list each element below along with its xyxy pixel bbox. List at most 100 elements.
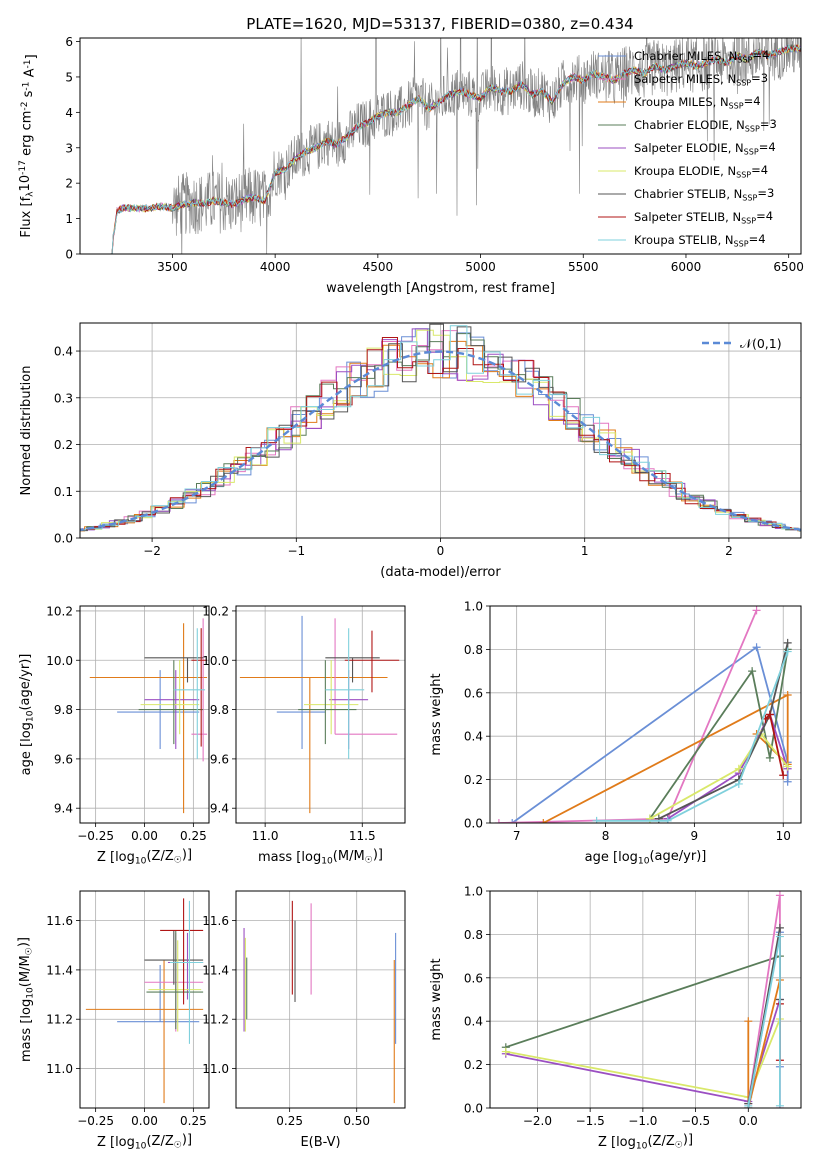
residuals-xtick-label: −1 xyxy=(287,544,305,558)
weight_vs_age-series-line-6 xyxy=(658,642,789,820)
mass_vs_Z-xtick-label: 0.00 xyxy=(131,1114,158,1128)
weight_vs_age-marker-7-2 xyxy=(779,771,788,780)
mass_vs_Z-ytick-label: 11.4 xyxy=(46,963,73,977)
weight_vs_Z-series-line-3 xyxy=(747,979,781,1108)
gaussian-legend-label: 𝒩(0,1) xyxy=(740,336,782,351)
weight_vs_Z-marker-2-0 xyxy=(501,1047,510,1056)
spectrum-xtick-label: 4500 xyxy=(363,260,394,274)
residuals-ytick-label: 0.2 xyxy=(54,438,73,452)
spectrum-ytick-label: 0 xyxy=(65,248,73,262)
age_vs_mass-axes: 11.0 11.5 9.4 9.6 9.8 10.0 10.2 mass [log10(M/M… xyxy=(202,604,405,867)
residuals-xtick-label: 2 xyxy=(725,544,733,558)
weight_vs_age-plot-area xyxy=(494,606,792,823)
spectrum-legend: Chabrier MILES, NSSP=4 Salpeter MILES, NS… xyxy=(598,48,777,248)
mass_vs_ebv-plot-area xyxy=(243,900,397,1104)
mass_vs_Z-frame xyxy=(79,890,210,1109)
weight_vs_age-xtick-label: 9 xyxy=(691,829,699,843)
spectrum-legend-label-6: Chabrier STELIB, NSSP=3 xyxy=(634,186,774,202)
age_vs_mass-ytick-label: 9.8 xyxy=(210,703,229,717)
mass_vs_ebv-frame xyxy=(235,890,406,1109)
weight_vs_age-marker-2-0 xyxy=(539,819,548,823)
age_vs_mass-plot-area xyxy=(239,615,400,814)
residual-histogram-8 xyxy=(80,325,801,531)
weight_vs_age-marker-3-1 xyxy=(748,667,757,676)
weight_vs_age-ytick-label: 0.0 xyxy=(464,817,483,831)
spectrum-ytick-label: 1 xyxy=(65,212,73,226)
weight_vs_Z-series-line-0 xyxy=(505,955,781,1049)
weight_vs_age-axes: 7 8 9 10 0.0 0.2 0.4 0.6 0.8 1.0 age [log10(age/yr… xyxy=(429,600,801,867)
mass_vs_Z-ytick-label: 11.2 xyxy=(46,1013,73,1027)
weight_vs_Z-xtick-label: −0.5 xyxy=(681,1114,710,1128)
spectrum-legend-label-2: Kroupa MILES, NSSP=4 xyxy=(634,94,761,110)
spectrum-ytick-label: 5 xyxy=(65,70,73,84)
spectrum-legend-label-7: Salpeter STELIB, NSSP=4 xyxy=(634,209,773,225)
spectrum-frame xyxy=(79,37,802,255)
weight_vs_age-ytick-label: 0.6 xyxy=(464,686,483,700)
age_vs_mass-frame xyxy=(235,605,406,824)
mass_vs_ebv-ytick-label: 11.2 xyxy=(202,1013,229,1027)
residuals-ytick-label: 0.4 xyxy=(54,345,73,359)
weight_vs_age-marker-0-1 xyxy=(752,643,761,652)
mass_vs_Z-axes: −0.25 0.00 0.25 11.0 11.2 11.4 11.6 Z [log10(Z/… xyxy=(17,891,209,1152)
spectrum-xtick-label: 5500 xyxy=(568,260,599,274)
weight_vs_age-marker-1-0 xyxy=(494,819,503,823)
weight_vs_Z-marker-8-2 xyxy=(775,1101,784,1108)
spectrum-xtick-label: 6500 xyxy=(773,260,804,274)
residuals-axes: −2 −1 0 1 2 0.0 0.1 0.2 0.3 0.4 (data-model)/error… xyxy=(19,323,801,580)
weight_vs_age-marker-3-2 xyxy=(765,753,774,762)
residuals-plot-area xyxy=(80,323,801,533)
weight_vs_Z-xlabel: Z [log10(Z/Z☉)] xyxy=(598,1133,693,1152)
weight_vs_age-marker-6-3 xyxy=(783,638,792,647)
age_vs_mass-ytick-label: 10.2 xyxy=(202,604,229,618)
weight_vs_age-marker-2-1 xyxy=(783,690,792,699)
spectrum-model-line-7 xyxy=(110,44,801,254)
residuals-ylabel: Normed distribution xyxy=(19,366,34,496)
age_vs_Z-xtick-label: 0.25 xyxy=(180,829,207,843)
mass_vs_ebv-xtick-label: 0.50 xyxy=(343,1114,370,1128)
weight_vs_age-xtick-label: 10 xyxy=(776,829,791,843)
age_vs_Z-plot-area xyxy=(89,618,208,814)
weight_vs_Z-xtick-label: −2.0 xyxy=(523,1114,552,1128)
residual-histogram-4 xyxy=(80,328,801,531)
weight_vs_Z-ytick-label: 0.8 xyxy=(464,928,483,942)
age_vs_Z-ytick-label: 10.2 xyxy=(46,604,73,618)
weight_vs_Z-ytick-label: 0.2 xyxy=(464,1058,483,1072)
spectrum-model-line-6 xyxy=(110,43,801,254)
weight_vs_Z-ytick-label: 0.0 xyxy=(464,1102,483,1116)
weight_vs_Z-ytick-label: 1.0 xyxy=(464,885,483,899)
weight_vs_Z-xtick-label: −1.0 xyxy=(628,1114,657,1128)
mass_vs_ebv-axes: 0.25 0.50 11.0 11.2 11.4 11.6 E(B-V) xyxy=(202,891,405,1150)
weight_vs_Z-ytick-label: 0.6 xyxy=(464,971,483,985)
spectrum-legend-label-5: Kroupa ELODIE, NSSP=4 xyxy=(634,163,768,179)
mass_vs_ebv-ytick-label: 11.6 xyxy=(202,914,229,928)
age_vs_Z-xtick-label: 0.00 xyxy=(131,829,158,843)
age_vs_mass-xtick-label: 11.0 xyxy=(252,829,279,843)
spectrum-model-line-8 xyxy=(110,43,801,254)
weight_vs_age-ylabel: mass weight xyxy=(429,673,444,755)
weight_vs_age-ytick-label: 1.0 xyxy=(464,600,483,614)
age_vs_Z-ytick-label: 9.6 xyxy=(54,752,73,766)
weight_vs_age-marker-5-3 xyxy=(783,762,792,771)
spectrum-xtick-label: 3500 xyxy=(157,260,188,274)
weight_vs_age-xtick-label: 7 xyxy=(513,829,521,843)
spectrum-xlabel: wavelength [Angstrom, rest frame] xyxy=(326,281,555,296)
mass_vs_Z-xtick-label: 0.25 xyxy=(180,1114,207,1128)
age_vs_Z-ytick-label: 9.4 xyxy=(54,802,73,816)
mass_vs_ebv-ytick-label: 11.4 xyxy=(202,963,229,977)
weight_vs_age-marker-0-3 xyxy=(783,777,792,786)
weight_vs_Z-xtick-label: −1.5 xyxy=(576,1114,605,1128)
spectrum-axes: 3500 4000 4500 5000 5500 6000 6500 0 1 2 3 4 5 6 wavel… xyxy=(18,35,804,296)
weight_vs_age-series-line-8 xyxy=(596,651,789,822)
weight_vs_Z-xtick-label: 0.0 xyxy=(739,1114,758,1128)
mass_vs_ebv-xtick-label: 0.25 xyxy=(276,1114,303,1128)
spectrum-ytick-label: 6 xyxy=(65,35,73,49)
residuals-frame xyxy=(79,322,802,539)
age_vs_Z-xlabel: Z [log10(Z/Z☉)] xyxy=(97,848,192,867)
residuals-ytick-label: 0.0 xyxy=(54,532,73,546)
weight_vs_age-marker-8-2 xyxy=(734,779,743,788)
age_vs_Z-axes: −0.25 0.00 0.25 9.4 9.6 9.8 10.0 10.2 Z [log10(Z… xyxy=(18,604,209,867)
weight_vs_Z-plot-area xyxy=(501,891,784,1108)
weight_vs_age-marker-7-1 xyxy=(765,710,774,719)
mass_vs_ebv-ytick-label: 11.0 xyxy=(202,1062,229,1076)
mass_vs_Z-ylabel: mass [log10(M/M☉)] xyxy=(17,937,36,1062)
